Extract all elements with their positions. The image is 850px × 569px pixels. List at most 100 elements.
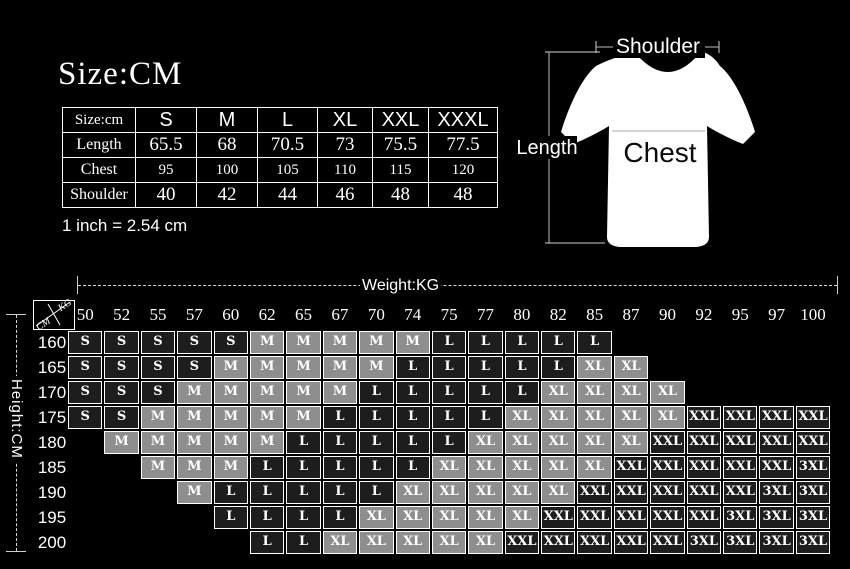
size-matrix-cell: 3XL bbox=[723, 531, 758, 554]
size-matrix-cell: L bbox=[541, 356, 576, 379]
size-matrix-cell: XXL bbox=[541, 506, 576, 529]
size-matrix-cell: L bbox=[249, 456, 285, 479]
size-matrix-cell: XXL bbox=[541, 531, 576, 554]
size-matrix-cell: XXL bbox=[577, 506, 612, 529]
size-matrix-cell: XL bbox=[431, 456, 467, 479]
size-matrix-cell: XXL bbox=[795, 431, 831, 454]
weight-header-value: 52 bbox=[113, 305, 131, 324]
size-matrix-cell: XL bbox=[468, 481, 503, 504]
height-axis: Height:CM bbox=[6, 314, 26, 552]
height-axis-top-tick bbox=[6, 314, 26, 315]
size-matrix-cell: XXL bbox=[613, 531, 649, 554]
size-matrix-cell: S bbox=[68, 356, 103, 379]
size-matrix-cell: L bbox=[359, 456, 394, 479]
size-matrix-cell: XL bbox=[504, 456, 540, 479]
size-matrix-cell: S bbox=[104, 406, 139, 429]
size-matrix-cell: XL bbox=[504, 481, 540, 504]
tshirt-shape bbox=[561, 44, 755, 247]
size-matrix-cell: XXL bbox=[723, 456, 758, 479]
size-matrix-cell: M bbox=[104, 431, 139, 454]
size-matrix-cell: L bbox=[395, 456, 430, 479]
unit-corner-cell: KG CM bbox=[33, 297, 75, 333]
size-matrix-cell: XXL bbox=[577, 531, 612, 554]
size-matrix-empty-cell bbox=[796, 356, 830, 379]
size-matrix-cell: M bbox=[140, 406, 176, 429]
size-matrix-cell: M bbox=[177, 406, 212, 429]
size-matrix-cell: L bbox=[249, 531, 285, 554]
size-matrix-cell: XL bbox=[395, 481, 430, 504]
size-matrix-cell: S bbox=[140, 356, 176, 379]
weight-header-value: 65 bbox=[295, 305, 313, 324]
size-matrix-cell: M bbox=[213, 431, 248, 454]
weight-axis-left-tick bbox=[77, 276, 78, 294]
size-matrix-cell: M bbox=[140, 431, 176, 454]
size-matrix-cell: S bbox=[177, 331, 212, 354]
size-matrix-cell: M bbox=[177, 381, 212, 404]
size-matrix-cell: L bbox=[286, 431, 321, 454]
length-label: Length bbox=[516, 137, 577, 159]
size-matrix-cell: M bbox=[359, 331, 394, 354]
size-matrix-cell: XXL bbox=[686, 456, 722, 479]
size-matrix-cell: L bbox=[249, 506, 285, 529]
size-matrix: S S S S S M M M M M L L L L L S S S S M M M M M L L L L L XL XL S S S M M M M… bbox=[68, 331, 831, 554]
size-matrix-cell: S bbox=[140, 331, 176, 354]
size-matrix-cell: L bbox=[468, 406, 503, 429]
size-matrix-cell: XL bbox=[613, 356, 649, 379]
size-value-cell: 46 bbox=[317, 182, 373, 208]
size-matrix-cell: L bbox=[431, 356, 467, 379]
size-matrix-cell: L bbox=[431, 431, 467, 454]
size-matrix-cell: L bbox=[359, 431, 394, 454]
size-matrix-cell: XL bbox=[504, 431, 540, 454]
size-matrix-empty-cell bbox=[687, 381, 721, 404]
weight-header-value: 55 bbox=[149, 305, 167, 324]
size-matrix-cell: XXL bbox=[613, 481, 649, 504]
size-matrix-cell: L bbox=[395, 406, 430, 429]
size-matrix-cell: XXL bbox=[577, 481, 612, 504]
size-matrix-empty-cell bbox=[68, 506, 102, 529]
size-matrix-empty-cell bbox=[723, 356, 757, 379]
size-matrix-cell: XL bbox=[577, 456, 612, 479]
size-matrix-cell: XL bbox=[577, 406, 612, 429]
height-label-value: 200 bbox=[37, 533, 67, 552]
size-matrix-empty-cell bbox=[796, 331, 830, 354]
size-matrix-empty-cell bbox=[68, 431, 102, 454]
size-matrix-cell: M bbox=[322, 356, 358, 379]
length-label-bg bbox=[517, 136, 577, 159]
weight-header-value: 74 bbox=[404, 305, 422, 324]
weight-header-value: 100 bbox=[800, 305, 826, 324]
weight-header-value: 87 bbox=[622, 305, 640, 324]
size-matrix-cell: XL bbox=[577, 356, 612, 379]
weight-header-value: 67 bbox=[331, 305, 349, 324]
size-matrix-cell: 3XL bbox=[759, 481, 794, 504]
size-value-cell: 65.5 bbox=[135, 132, 197, 158]
size-row-label: Length bbox=[62, 132, 136, 158]
size-matrix-cell: M bbox=[249, 331, 285, 354]
size-matrix-cell: 3XL bbox=[795, 456, 831, 479]
size-matrix-cell: L bbox=[213, 481, 248, 504]
size-matrix-cell: L bbox=[359, 481, 394, 504]
height-axis-label: Height:CM bbox=[8, 376, 25, 462]
size-matrix-cell: L bbox=[286, 506, 321, 529]
size-matrix-cell: 3XL bbox=[795, 531, 831, 554]
tshirt-illustration: Shoulder Length Chest bbox=[516, 35, 755, 247]
height-axis-bottom-tick bbox=[6, 551, 26, 552]
size-matrix-cell: XL bbox=[359, 531, 394, 554]
size-matrix-cell: L bbox=[395, 381, 430, 404]
size-matrix-empty-cell bbox=[68, 481, 102, 504]
size-col-header: S bbox=[135, 107, 197, 133]
weight-header-row: 50 52 55 57 60 62 65 67 70 74 75 77 80 82 85 87 90 92 95 97… bbox=[68, 301, 830, 328]
weight-axis: Weight:KG bbox=[77, 276, 838, 295]
height-label-value: 165 bbox=[37, 358, 67, 377]
size-matrix-cell: L bbox=[395, 356, 430, 379]
size-matrix-cell: M bbox=[322, 331, 358, 354]
size-matrix-cell: L bbox=[286, 481, 321, 504]
size-matrix-cell: XL bbox=[431, 481, 467, 504]
size-matrix-empty-cell bbox=[177, 506, 211, 529]
size-matrix-empty-cell bbox=[650, 356, 684, 379]
weight-axis-right-tick bbox=[837, 276, 838, 294]
size-matrix-cell: XL bbox=[468, 456, 503, 479]
weight-header-value: 80 bbox=[513, 305, 531, 324]
size-matrix-cell: XL bbox=[650, 406, 685, 429]
size-matrix-cell: XL bbox=[431, 506, 467, 529]
size-matrix-cell: XXL bbox=[650, 431, 685, 454]
